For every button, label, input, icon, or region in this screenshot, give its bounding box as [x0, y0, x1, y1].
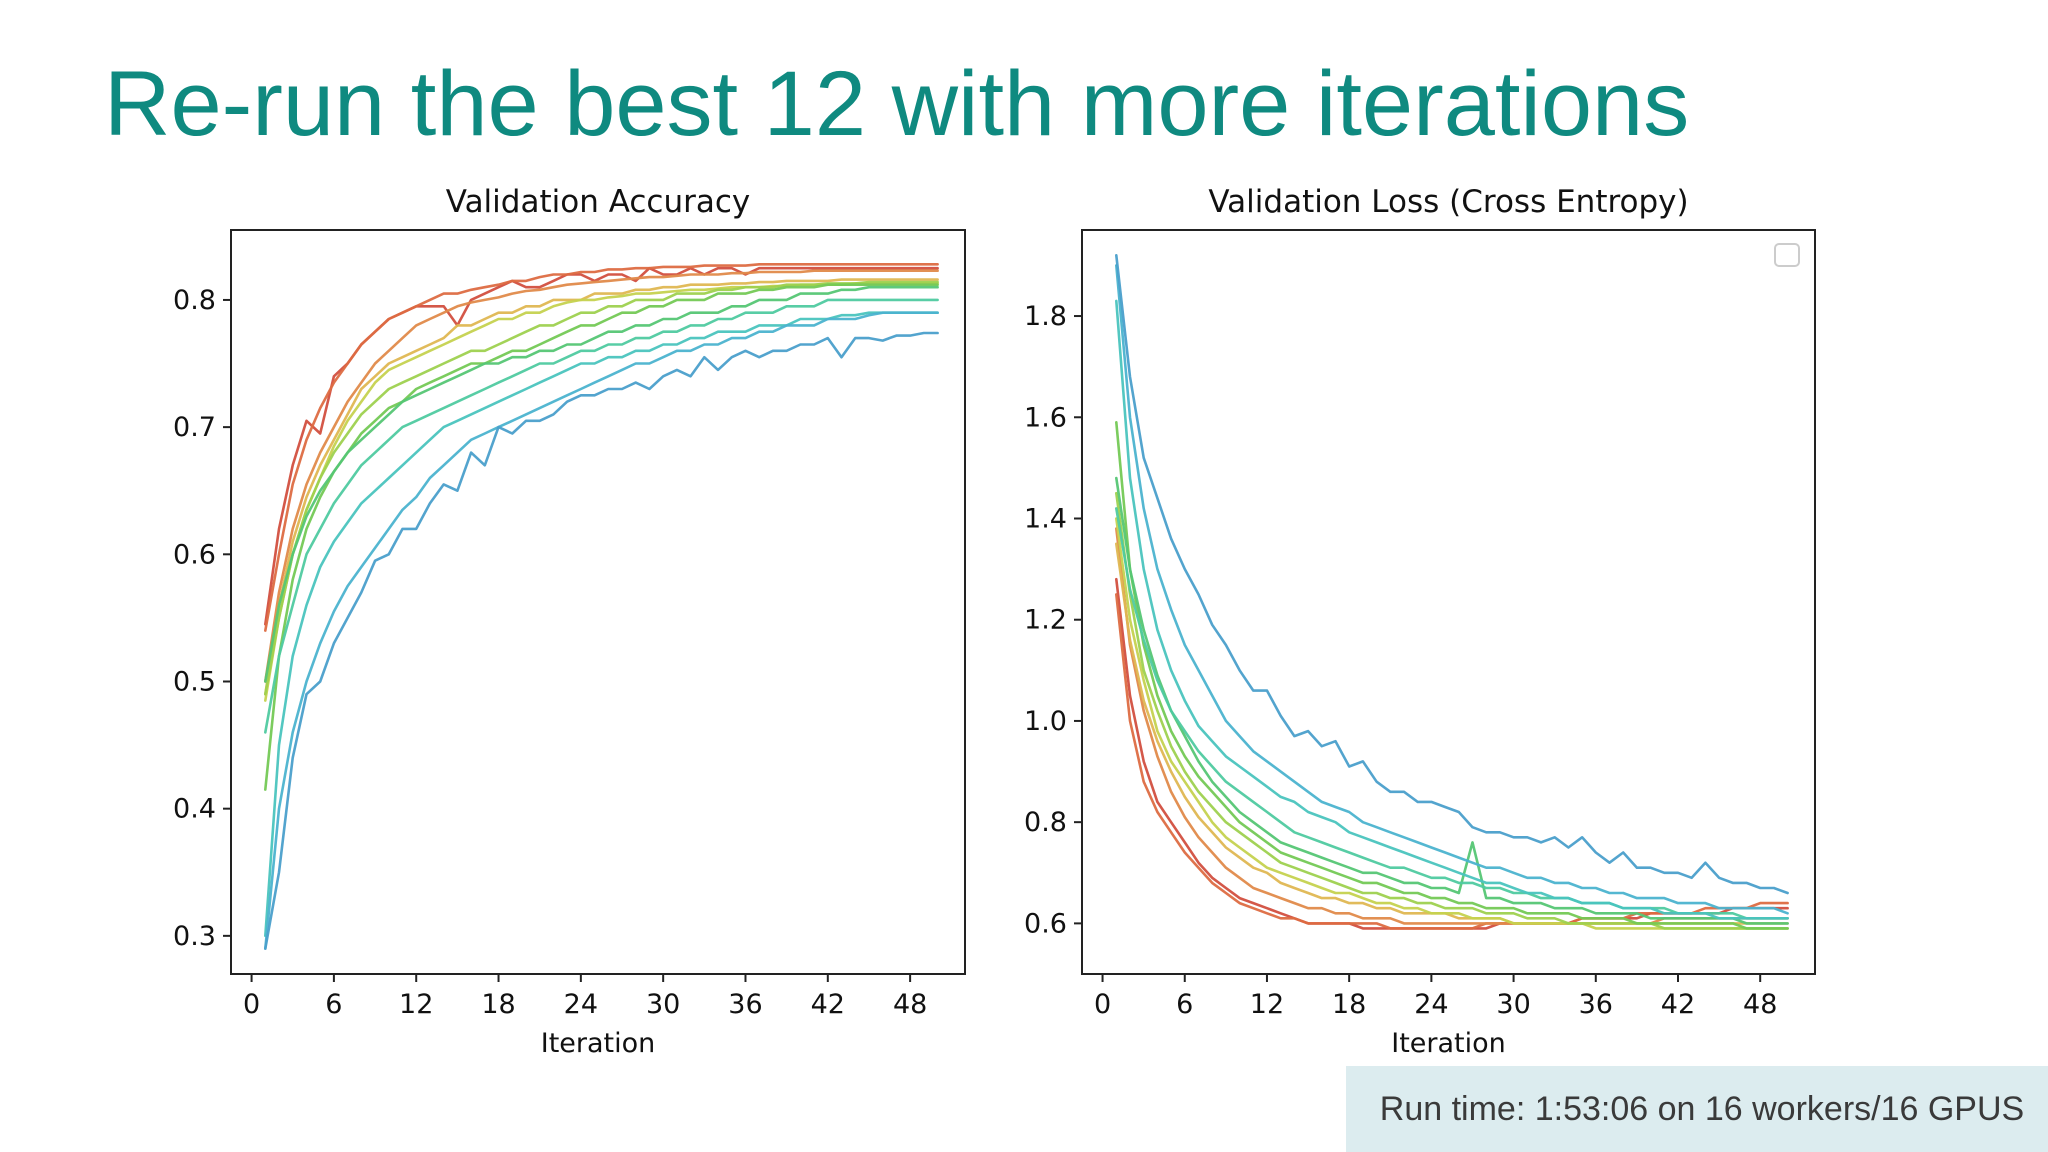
chart2-y-tick-label: 0.6 — [1024, 908, 1067, 939]
chart2-x-tick-label: 12 — [1250, 989, 1284, 1020]
chart1-x-tick-label: 0 — [243, 989, 260, 1020]
chart1-y-tick-label: 0.3 — [173, 921, 216, 952]
chart1-x-tick-label: 24 — [564, 989, 598, 1020]
chart1-frame — [230, 229, 966, 975]
chart2-x-tick-label: 42 — [1661, 989, 1695, 1020]
chart1-y-tick-label: 0.7 — [173, 412, 216, 443]
chart1-series-line-8 — [263, 285, 939, 683]
chart1-series-line-10 — [263, 311, 939, 938]
chart2-x-tick-label: 0 — [1094, 989, 1111, 1020]
chart2-x-tick-label: 48 — [1743, 989, 1777, 1020]
chart2-legend-box — [1774, 243, 1800, 267]
chart2-series-line-11 — [1115, 264, 1789, 915]
chart1-x-axis-label: Iteration — [541, 1028, 656, 1059]
chart2-y-tick-label: 1.6 — [1024, 402, 1067, 433]
chart2-y-tick-label: 0.8 — [1024, 807, 1067, 838]
chart2-frame — [1081, 229, 1816, 975]
chart2-series-line-7 — [1115, 420, 1789, 930]
chart1-x-tick-label: 30 — [646, 989, 680, 1020]
chart1-x-tick-label: 36 — [728, 989, 762, 1020]
chart2-series-line-6 — [1115, 491, 1789, 930]
chart2-title: Validation Loss (Cross Entropy) — [1208, 184, 1688, 220]
chart1-series-line-7 — [263, 283, 939, 791]
chart2-x-tick-label: 6 — [1176, 989, 1193, 1020]
chart1-y-tick-label: 0.5 — [173, 666, 216, 697]
chart1-x-tick-label: 6 — [325, 989, 342, 1020]
chart1-y-tick-label: 0.8 — [173, 285, 216, 316]
chart1-x-tick-label: 48 — [893, 989, 927, 1020]
chart2-series-line-4 — [1115, 542, 1789, 925]
chart2-series-line-3 — [1115, 527, 1789, 925]
chart2-x-tick-label: 18 — [1332, 989, 1366, 1020]
chart2-y-tick-label: 1.0 — [1024, 706, 1067, 737]
chart2-series-line-8 — [1115, 476, 1789, 925]
chart1-series-line-11 — [263, 311, 939, 950]
chart1-y-tick-label: 0.4 — [173, 794, 216, 825]
chart1-series-line-6 — [263, 280, 939, 696]
slide-title: Re-run the best 12 with more iterations — [104, 53, 1690, 155]
chart1-title: Validation Accuracy — [446, 184, 750, 220]
chart1-series-line-4 — [263, 278, 939, 696]
chart1-series-line-2 — [263, 262, 939, 632]
run-time-note: Run time: 1:53:06 on 16 workers/16 GPUS — [1346, 1066, 2048, 1152]
chart2-y-tick-label: 1.8 — [1024, 301, 1067, 332]
chart2-x-axis-label: Iteration — [1391, 1028, 1506, 1059]
chart2-y-tick-label: 1.2 — [1024, 605, 1067, 636]
chart2-y-tick-label: 1.4 — [1024, 503, 1067, 534]
chart1-series-line-9 — [263, 298, 939, 734]
chart2-series-line-5 — [1115, 517, 1789, 930]
chart2-x-tick-label: 24 — [1414, 989, 1448, 1020]
chart1-series-line-3 — [263, 269, 939, 683]
chart1-x-tick-label: 18 — [481, 989, 515, 1020]
chart1-y-tick-label: 0.6 — [173, 539, 216, 570]
chart2-series-line-12 — [1115, 254, 1789, 895]
chart1-x-tick-label: 12 — [399, 989, 433, 1020]
chart1-x-tick-label: 42 — [811, 989, 845, 1020]
chart2-x-tick-label: 36 — [1579, 989, 1613, 1020]
chart1-series-line-5 — [263, 282, 939, 702]
chart2-series-line-2 — [1115, 593, 1789, 930]
chart2-x-tick-label: 30 — [1496, 989, 1530, 1020]
chart1-series-line-12 — [263, 331, 939, 950]
chart2-series-line-10 — [1115, 299, 1789, 920]
